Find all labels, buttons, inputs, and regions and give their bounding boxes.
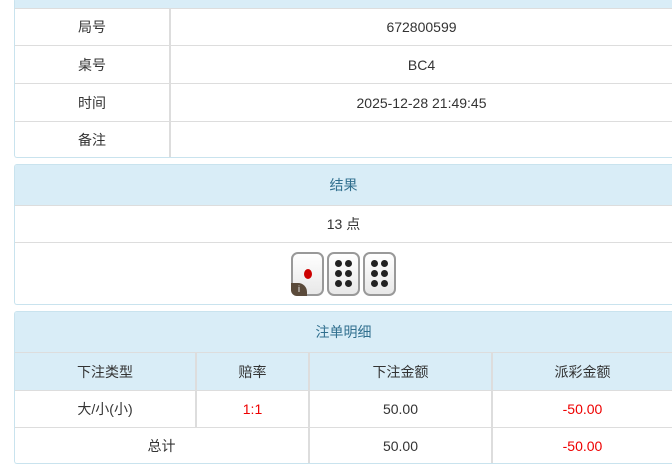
round-value: 672800599 [169,8,672,46]
time-value: 2025-12-28 21:49:45 [169,83,672,122]
result-title: 结果 [15,165,672,205]
total-row: 总计 50.00 -50.00 [15,427,672,463]
bet-amount: 50.00 [308,390,492,428]
info-table: 局号 672800599 桌号 BC4 时间 2025-12-28 21:49:45 … [15,8,672,157]
payout: -50.00 [491,390,672,428]
details-header-row: 下注类型 赔率 下注金额 派彩金额 [15,352,672,391]
dice-row: i [15,242,672,304]
bet-type: 大/小(小) [15,390,196,428]
table-row: 备注 [15,121,672,157]
col-payout: 派彩金额 [491,352,672,391]
result-panel: 结果 13 点 i [14,164,672,305]
table-label: 桌号 [15,45,170,84]
total-payout: -50.00 [491,427,672,463]
round-label: 局号 [15,8,170,46]
total-amount: 50.00 [308,427,492,463]
info-badge-icon[interactable]: i [291,282,307,296]
details-title: 注单明细 [15,312,672,352]
table-value: BC4 [169,45,672,84]
total-label: 总计 [15,427,309,463]
remark-label: 备注 [15,121,170,157]
col-amount: 下注金额 [308,352,492,391]
die-1-icon: i [291,251,324,296]
result-points: 13 点 [15,205,672,243]
details-panel: 注单明细 下注类型 赔率 下注金额 派彩金额 大/小(小) 1:1 50.00 … [14,311,672,464]
time-label: 时间 [15,83,170,122]
points-row: 13 点 [15,205,672,243]
info-panel-header [15,0,672,8]
col-bet-type: 下注类型 [15,352,196,391]
table-row: 时间 2025-12-28 21:49:45 [15,83,672,122]
table-row: 局号 672800599 [15,8,672,46]
col-odds: 赔率 [195,352,309,391]
table-row: 大/小(小) 1:1 50.00 -50.00 [15,390,672,428]
die-6-icon [327,251,360,296]
odds: 1:1 [195,390,309,428]
table-row: 桌号 BC4 [15,45,672,84]
info-panel: 局号 672800599 桌号 BC4 时间 2025-12-28 21:49:45 … [14,0,672,158]
die-6-icon [363,251,396,296]
dice-group: i [15,251,672,296]
remark-value [169,121,672,157]
